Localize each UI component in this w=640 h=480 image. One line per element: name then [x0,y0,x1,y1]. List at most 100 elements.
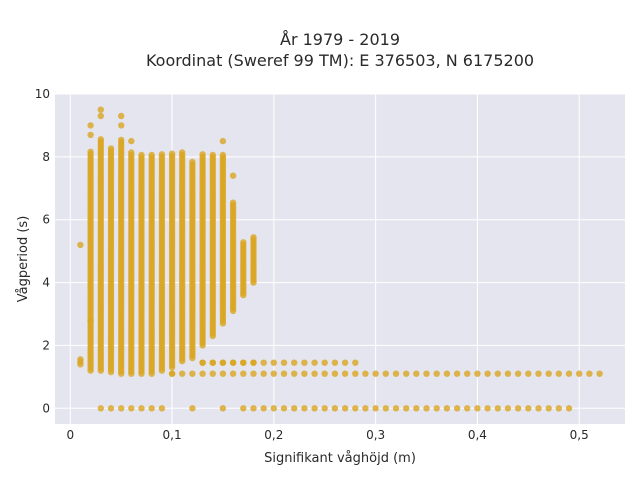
data-point [311,370,318,377]
data-point [484,370,491,377]
data-point [504,405,512,412]
data-point [413,370,420,377]
data-point [77,356,84,363]
y-tick-label: 6 [42,213,50,227]
data-point [229,359,237,366]
y-axis-label: Vågperiod (s) [16,216,31,303]
y-tick-label: 8 [42,150,50,164]
data-point [321,359,328,366]
data-point [301,370,308,377]
data-point [372,370,379,377]
data-point [341,405,349,412]
data-point [555,405,562,412]
data-point [250,234,257,241]
data-point [545,405,552,412]
data-point [128,405,135,412]
data-point [362,370,369,377]
data-point [545,370,552,377]
y-tick-label: 0 [42,401,50,415]
chart-title-line2: Koordinat (Sweref 99 TM): E 376503, N 61… [146,51,534,70]
data-point [484,405,491,412]
data-point [240,359,247,366]
data-point [128,149,135,156]
data-points [77,106,603,412]
data-point [87,148,94,155]
x-tick-label: 0 [66,428,74,442]
data-point [179,370,186,377]
data-point [535,370,542,377]
data-point [240,370,247,377]
data-point [250,370,257,377]
data-point [331,370,339,377]
data-point [87,131,94,139]
data-point [596,370,603,377]
data-point [260,405,267,412]
y-tick-label: 2 [42,338,50,352]
data-point [229,370,237,377]
data-point [555,370,562,377]
data-point [341,359,349,366]
data-point [97,106,105,113]
data-point [118,136,125,144]
data-point [535,405,542,412]
y-tick-label: 4 [42,276,50,290]
data-point [158,151,166,158]
y-tick-label: 10 [35,87,50,101]
data-point [97,405,105,412]
data-point [168,150,176,157]
data-point [219,359,227,366]
data-point [331,405,339,412]
data-point [565,370,573,377]
data-point [392,370,400,377]
data-point [341,370,349,377]
data-point [138,405,145,412]
data-point [107,405,115,412]
data-point [352,359,359,366]
data-point [464,405,471,412]
data-point [362,405,369,412]
data-point [352,405,359,412]
data-point [423,370,430,377]
data-point [382,370,389,377]
data-point [189,405,196,412]
data-point [270,370,277,377]
data-point [403,370,410,377]
data-point [209,370,216,377]
data-point [311,359,318,366]
x-tick-label: 0,1 [163,428,182,442]
data-point [97,112,105,120]
data-point [240,239,247,246]
data-point [311,405,318,412]
data-point [209,151,216,159]
data-point [280,359,288,366]
data-point [301,405,308,412]
chart-title-line1: År 1979 - 2019 [280,30,400,49]
data-point [321,405,328,412]
data-point [260,370,267,377]
data-point [433,405,440,412]
data-point [352,370,359,377]
x-tick-label: 0,2 [264,428,283,442]
data-point [128,137,135,145]
data-point [189,370,196,377]
data-point [168,370,176,377]
x-axis-label: Signifikant våghöjd (m) [264,451,416,466]
data-point [199,151,206,158]
data-point [229,172,237,179]
data-point [443,405,451,412]
data-point [301,359,308,366]
data-point [148,151,155,159]
data-point [250,359,257,366]
data-point [158,405,166,412]
data-point [87,317,94,324]
data-point [514,405,522,412]
data-point [179,149,186,156]
x-tick-label: 0,5 [570,428,589,442]
x-tick-label: 0,3 [366,428,385,442]
data-point [250,405,257,412]
data-point [382,405,389,412]
data-point [229,199,237,206]
data-point [291,370,298,377]
data-point [138,151,145,159]
